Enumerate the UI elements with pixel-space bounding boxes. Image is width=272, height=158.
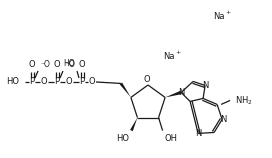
Polygon shape bbox=[120, 83, 131, 97]
Text: O: O bbox=[29, 60, 35, 69]
Text: O: O bbox=[41, 78, 47, 86]
Polygon shape bbox=[165, 91, 182, 97]
Text: P: P bbox=[29, 78, 35, 86]
Text: HO: HO bbox=[63, 59, 75, 68]
Text: O: O bbox=[54, 60, 60, 69]
Text: O: O bbox=[66, 78, 72, 86]
Text: N: N bbox=[202, 81, 208, 90]
Text: O: O bbox=[144, 75, 150, 84]
Text: N: N bbox=[195, 129, 201, 138]
Text: Na: Na bbox=[163, 52, 175, 61]
Text: OH: OH bbox=[165, 134, 178, 143]
Polygon shape bbox=[130, 118, 137, 131]
Text: +: + bbox=[225, 10, 230, 15]
Text: NH$_2$: NH$_2$ bbox=[235, 94, 253, 107]
Text: ⁻O: ⁻O bbox=[40, 60, 50, 69]
Text: P: P bbox=[79, 78, 85, 86]
Text: O: O bbox=[79, 60, 85, 69]
Text: +: + bbox=[175, 50, 180, 55]
Text: ⁻O: ⁻O bbox=[65, 60, 75, 69]
Text: Na: Na bbox=[213, 12, 224, 21]
Text: HO: HO bbox=[6, 78, 19, 86]
Text: N: N bbox=[220, 115, 226, 124]
Text: P: P bbox=[54, 78, 60, 86]
Text: HO: HO bbox=[116, 134, 129, 143]
Text: N: N bbox=[178, 88, 184, 97]
Text: O: O bbox=[89, 78, 95, 86]
